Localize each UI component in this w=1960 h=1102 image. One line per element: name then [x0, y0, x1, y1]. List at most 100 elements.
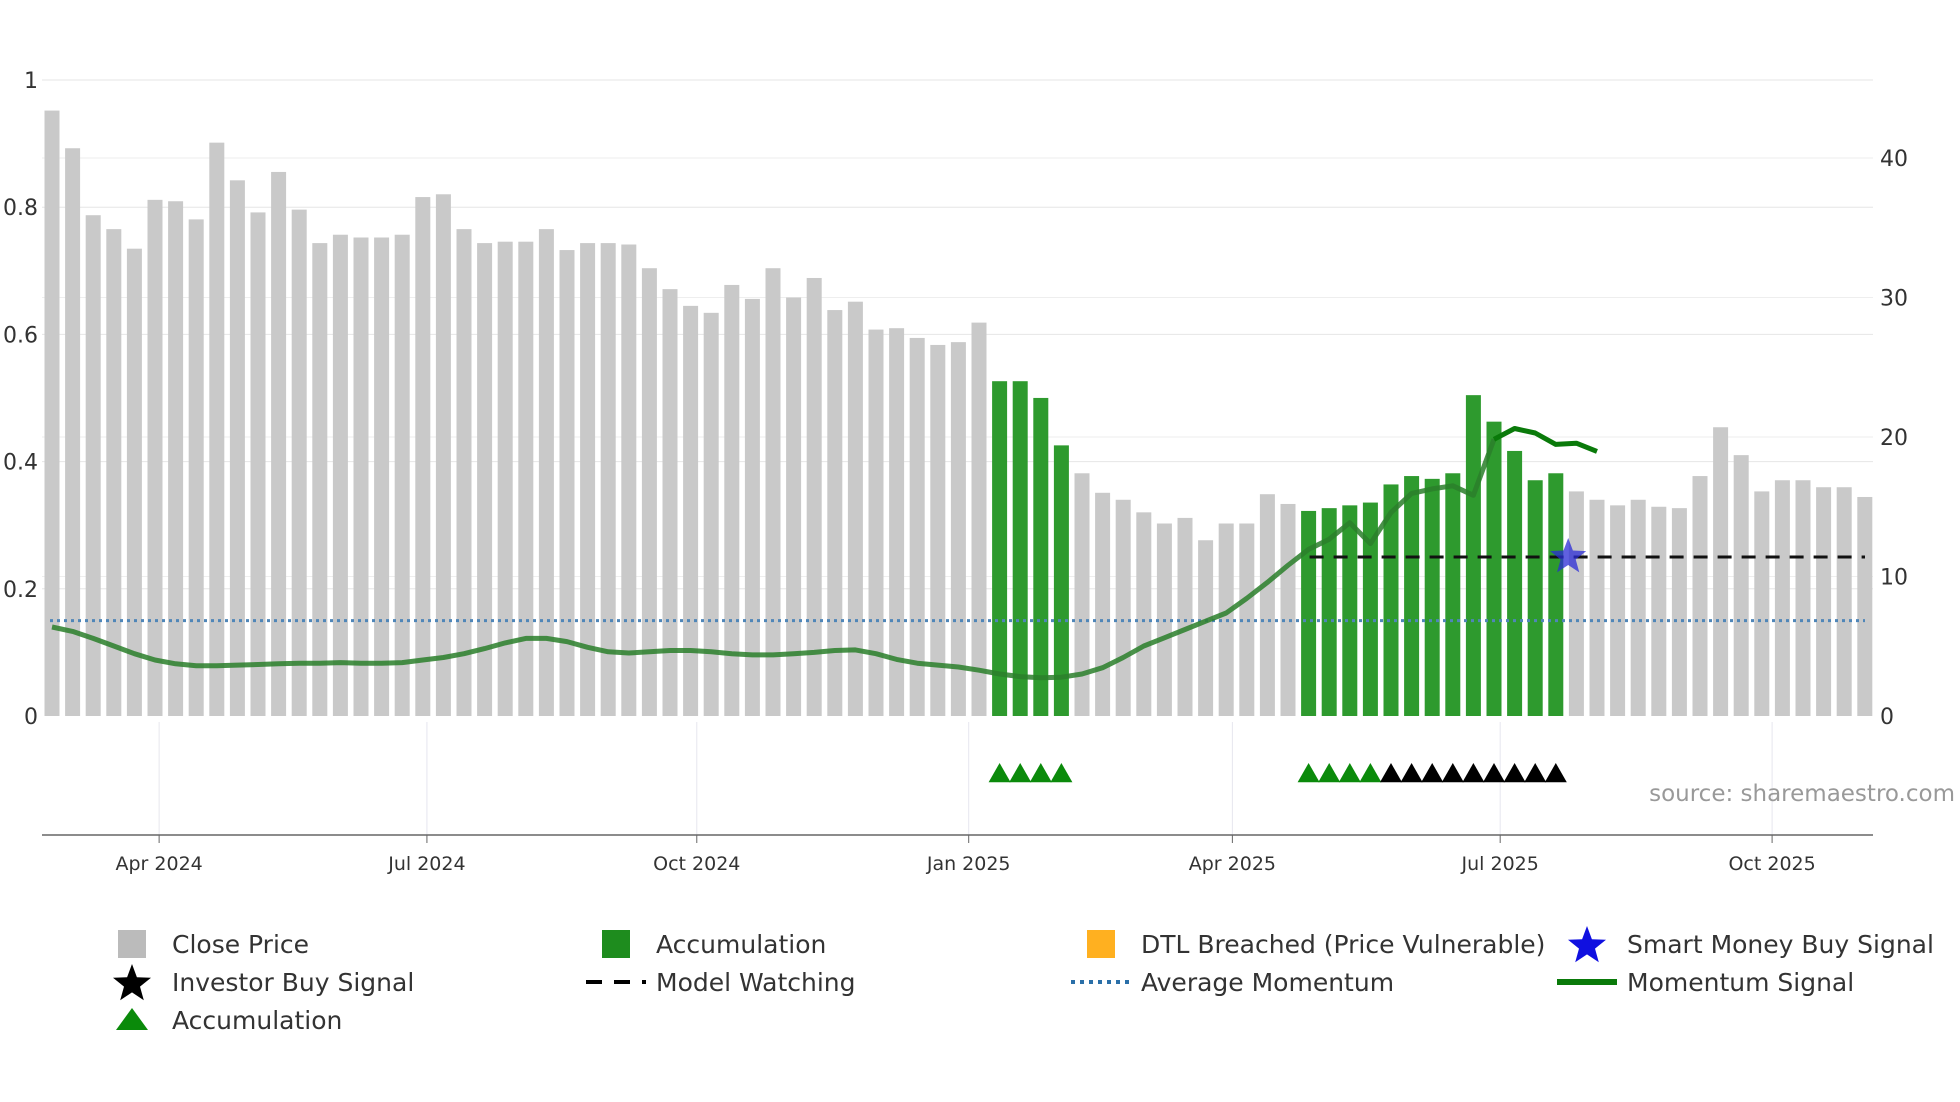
investor-buy-signal-marker: [1483, 763, 1505, 783]
right-axis-tick-label: 30: [1880, 287, 1908, 312]
close-price-bar: [106, 229, 122, 716]
close-price-bar: [65, 148, 81, 717]
legend-item: Investor Buy Signal: [113, 964, 414, 1001]
star-icon: [1568, 926, 1606, 963]
source-label: source: sharemaestro.com: [1649, 781, 1955, 807]
legend-item: Accumulation: [602, 930, 826, 959]
close-price-bar: [683, 305, 699, 716]
legend-item: Accumulation: [116, 1006, 342, 1035]
close-price-bar: [312, 243, 328, 716]
legend-item: DTL Breached (Price Vulnerable): [1087, 930, 1545, 959]
close-price-bar: [1568, 491, 1584, 716]
legend-label: Smart Money Buy Signal: [1627, 930, 1934, 959]
legend-item: Smart Money Buy Signal: [1568, 926, 1934, 963]
accumulation-bar: [1527, 480, 1543, 716]
momentum-line-past: [51, 438, 1497, 681]
close-price-bar: [1630, 499, 1646, 716]
accumulation-triangle-marker: [988, 763, 1011, 783]
triangle-icon: [116, 1008, 148, 1030]
close-price-bar: [126, 248, 142, 717]
close-price-bar: [1795, 480, 1811, 716]
close-price-bar: [435, 194, 451, 716]
accumulation-bar: [1465, 395, 1481, 716]
legend-label: Average Momentum: [1141, 968, 1394, 997]
right-axis-tick-label: 40: [1880, 147, 1908, 172]
investor-buy-signal-marker: [1380, 763, 1402, 783]
right-axis-tick-label: 20: [1880, 426, 1908, 451]
right-axis-tick-label: 10: [1880, 566, 1908, 591]
close-price-bar: [1733, 455, 1749, 716]
accumulation-bar: [1033, 397, 1049, 716]
accumulation-triangle-marker: [1009, 763, 1032, 783]
close-price-bar: [868, 329, 884, 716]
x-axis-tick-label: Oct 2024: [653, 853, 740, 875]
left-axis-tick-label: 0: [24, 705, 38, 730]
legend-label: Momentum Signal: [1627, 968, 1854, 997]
close-price-bar: [497, 241, 513, 716]
close-price-bar: [1692, 476, 1708, 716]
close-price-bar: [1589, 499, 1605, 716]
legend-item: Average Momentum: [1071, 968, 1394, 997]
accumulation-bar: [1445, 473, 1461, 716]
investor-buy-signal-marker: [1503, 763, 1526, 783]
accumulation-bar: [1383, 484, 1399, 716]
close-price-bar: [44, 110, 60, 716]
close-price-bar: [559, 250, 575, 716]
investor-buy-signal-marker: [1524, 763, 1547, 783]
close-price-bar: [250, 212, 266, 716]
accumulation-bar: [1548, 473, 1564, 716]
left-axis-tick-label: 0.6: [3, 323, 38, 348]
x-axis-tick-label: Apr 2025: [1189, 853, 1276, 875]
close-price-bar: [1095, 492, 1111, 716]
right-axis-tick-label: 0: [1880, 705, 1894, 730]
close-price-bar: [744, 298, 760, 716]
smart-money-buy-signal-marker: [1550, 538, 1587, 573]
close-price-bar: [538, 229, 554, 716]
legend-label: Accumulation: [656, 930, 826, 959]
accumulation-bar: [1053, 445, 1069, 716]
x-axis-tick-label: Jan 2025: [926, 853, 1011, 875]
close-price-bar: [1651, 506, 1667, 716]
close-price-bar: [1259, 494, 1275, 716]
accumulation-bar: [992, 381, 1008, 716]
close-price-bar: [1754, 491, 1770, 716]
close-price-bar: [456, 229, 472, 716]
close-price-bar: [765, 268, 781, 716]
left-axis-tick-label: 0.2: [3, 578, 38, 603]
investor-buy-signal-marker: [1462, 763, 1485, 783]
left-axis-tick-label: 1: [24, 69, 38, 94]
square-icon: [118, 930, 146, 958]
close-price-bar: [209, 142, 225, 716]
x-axis-tick-label: Jul 2025: [1461, 853, 1539, 875]
close-price-bars: [44, 110, 1873, 717]
accumulation-triangle-marker: [1359, 763, 1382, 783]
momentum-signal: [51, 426, 1598, 681]
reference-lines: [50, 555, 1865, 623]
close-price-bar: [477, 243, 493, 716]
close-price-bar: [1610, 505, 1626, 716]
star-icon: [113, 964, 151, 1001]
accumulation-bar: [1486, 421, 1502, 716]
close-price-bar: [724, 284, 740, 716]
close-price-bar: [1115, 499, 1131, 716]
close-price-bar: [827, 310, 843, 716]
close-price-bar: [847, 301, 863, 716]
accumulation-bar: [1321, 508, 1337, 716]
legend-label: Close Price: [172, 930, 309, 959]
investor-buy-signal-marker: [1441, 763, 1464, 783]
close-price-bar: [580, 243, 596, 716]
close-price-bar: [806, 277, 822, 716]
accumulation-bar: [1404, 476, 1420, 716]
accumulation-bar: [1301, 510, 1317, 716]
legend-label: Accumulation: [172, 1006, 342, 1035]
close-price-bar: [889, 328, 905, 716]
close-price-bar: [1074, 473, 1090, 716]
close-price-bar: [971, 322, 987, 716]
close-price-bar: [518, 241, 534, 716]
close-price-bar: [662, 289, 678, 716]
close-price-bar: [641, 268, 657, 716]
momentum-line-recent: [1492, 426, 1598, 454]
x-axis-tick-label: Oct 2025: [1728, 853, 1815, 875]
